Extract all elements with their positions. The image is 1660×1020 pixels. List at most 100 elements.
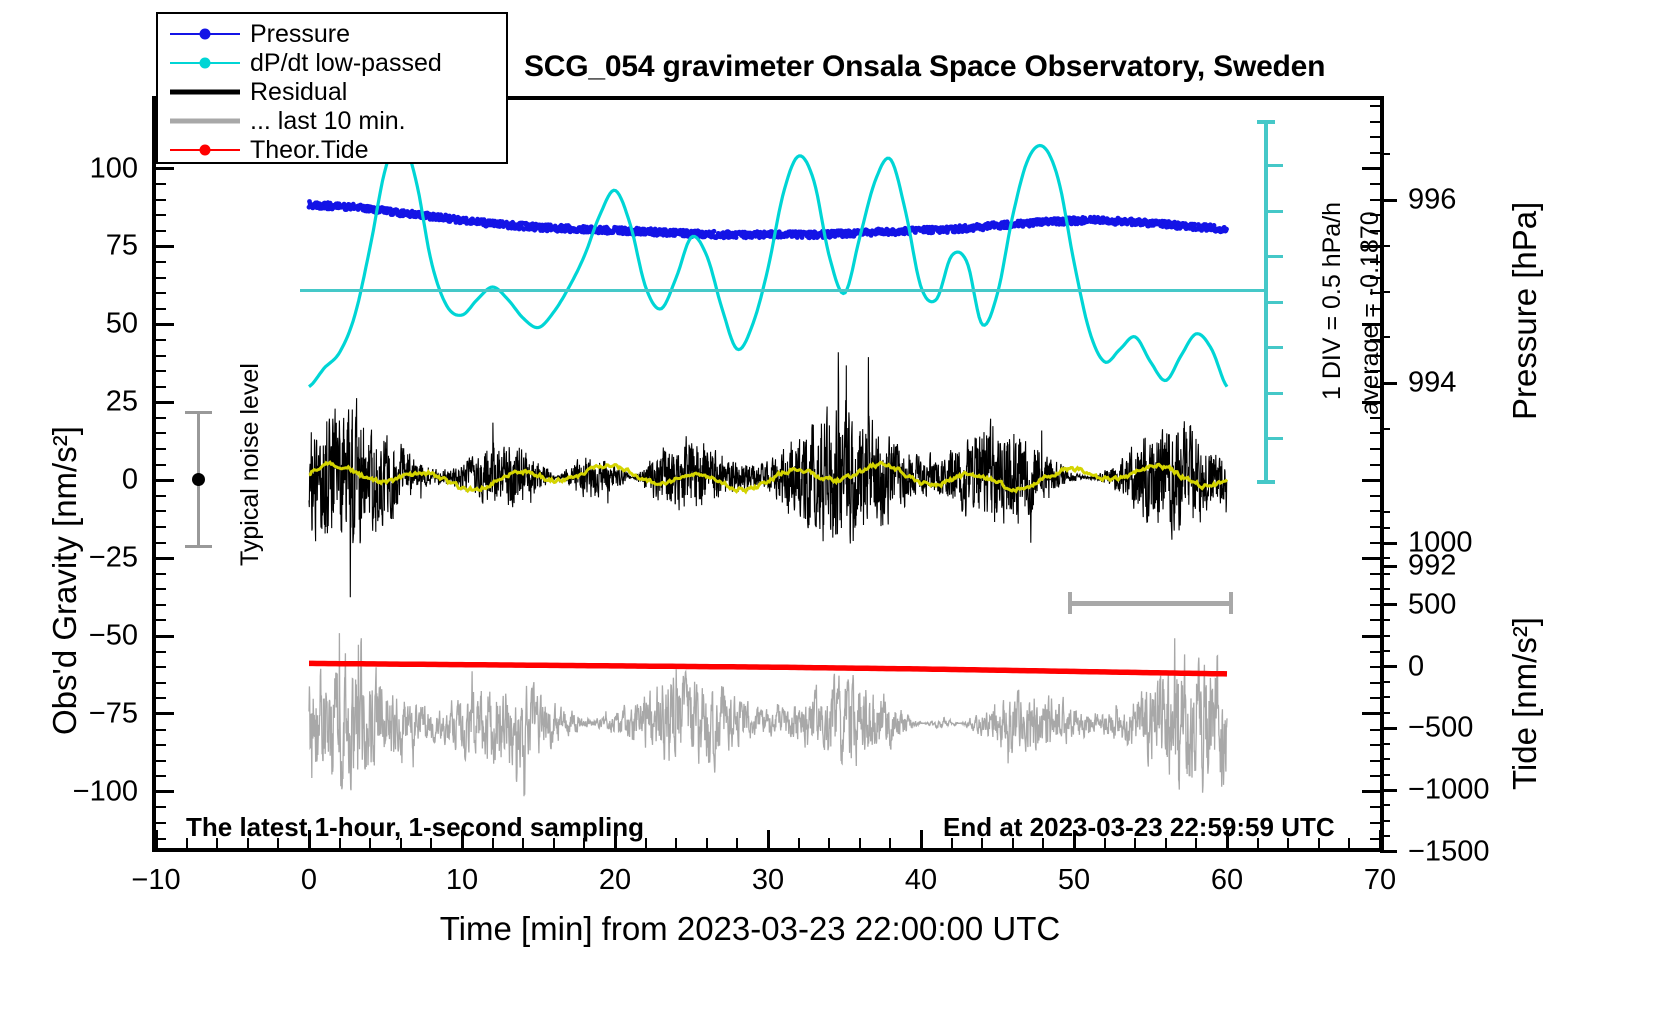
x-tick-minor: [797, 838, 800, 848]
y-tick-right-minor: [1370, 806, 1380, 809]
x-tick-major: [613, 830, 617, 848]
y-axis-left-tick-label: −75: [88, 697, 138, 730]
x-axis-tick-label: 50: [1057, 864, 1091, 896]
y-tick-minor: [156, 261, 166, 264]
y-tick-right-minor: [1370, 619, 1380, 622]
y-tick-right-minor: [1370, 759, 1380, 762]
legend-item[interactable]: Theor.Tide: [166, 136, 498, 164]
pressure-tick-minor: [1380, 153, 1390, 156]
ten-minute-scale-bar: [1068, 601, 1233, 606]
x-axis-title: Time [min] from 2023-03-23 22:00:00 UTC: [439, 910, 1061, 947]
pressure-tick-minor: [1380, 244, 1390, 247]
tide-tick-minor: [1380, 650, 1390, 653]
y-tick-right-minor: [1370, 136, 1380, 139]
y-tick-right-minor: [1370, 120, 1380, 123]
legend-item[interactable]: ... last 10 min.: [166, 107, 498, 135]
footer-right-text: End at 2023-03-23 22:59:59 UTC: [943, 812, 1335, 842]
x-tick-minor: [1287, 838, 1290, 848]
y-tick-right-minor: [1370, 494, 1380, 497]
x-axis-tick-label: 70: [1363, 864, 1397, 896]
x-tick-minor: [216, 838, 219, 848]
y-axis-left-tick-label: 0: [121, 463, 138, 496]
series-last-10-min: [308, 633, 1228, 797]
y-axis-left-tick-label: 50: [105, 307, 138, 340]
y-tick-right-major: [1362, 244, 1380, 248]
x-tick-major: [766, 830, 770, 848]
y-tick-minor: [156, 494, 166, 497]
tide-tick-minor: [1380, 634, 1390, 637]
y-tick-minor: [156, 229, 166, 232]
legend-item[interactable]: dP/dt low-passed: [166, 49, 498, 77]
legend-swatch-residual: [166, 78, 244, 106]
y-tick-right-major: [1362, 400, 1380, 404]
x-axis-tick-label: 40: [904, 864, 938, 896]
y-axis-left-tick-label: −25: [88, 541, 138, 574]
y-axis-pressure-title: Pressure [hPa]: [1506, 201, 1543, 420]
y-tick-right-minor: [1370, 837, 1380, 840]
x-tick-major: [1378, 830, 1382, 848]
dpdt-scale-axis: [1264, 120, 1268, 484]
y-tick-minor: [156, 354, 166, 357]
legend-dot: [199, 144, 211, 156]
y-tick-minor: [156, 385, 166, 388]
x-tick-minor: [736, 838, 739, 848]
legend-swatch-pressure: [166, 20, 244, 48]
tide-tick-label: −1500: [1408, 835, 1490, 868]
legend-label: ... last 10 min.: [250, 106, 406, 135]
footer-left-text: The latest 1-hour, 1-second sampling: [186, 812, 644, 842]
series-dpdt-lowpassed: [308, 135, 1229, 388]
y-tick-right-minor: [1370, 697, 1380, 700]
y-tick-minor: [156, 416, 166, 419]
x-tick-minor: [185, 838, 188, 848]
legend-swatch-last10: [166, 107, 244, 135]
x-tick-minor: [399, 838, 402, 848]
x-tick-minor: [430, 838, 433, 848]
page-title: SCG_054 gravimeter Onsala Space Observat…: [524, 50, 1326, 83]
y-tick-minor: [156, 572, 166, 575]
y-axis-left-tick-label: −100: [72, 775, 138, 808]
y-tick-major: [156, 790, 174, 794]
y-tick-right-major: [1362, 790, 1380, 794]
noise-level-label: Typical noise level: [236, 363, 264, 566]
y-tick-minor: [156, 338, 166, 341]
y-tick-minor: [156, 681, 166, 684]
y-tick-right-minor: [1370, 525, 1380, 528]
x-tick-major: [307, 830, 311, 848]
x-axis-tick-label: 10: [445, 864, 479, 896]
tide-tick-minor: [1380, 758, 1390, 761]
legend-swatch-dpdt: [166, 49, 244, 77]
x-tick-minor: [338, 838, 341, 848]
x-tick-minor: [644, 838, 647, 848]
x-tick-minor: [277, 838, 280, 848]
y-tick-right-minor: [1370, 276, 1380, 279]
div-scale-tick: [1268, 255, 1283, 258]
legend-item[interactable]: Residual: [166, 78, 498, 106]
tide-tick-minor: [1380, 711, 1390, 714]
y-tick-right-minor: [1370, 261, 1380, 264]
tide-tick-minor: [1380, 742, 1390, 745]
y-tick-minor: [156, 759, 166, 762]
div-scale-tick: [1268, 437, 1283, 440]
y-tick-minor: [156, 837, 166, 840]
legend-line: [170, 89, 240, 95]
x-tick-minor: [1103, 838, 1106, 848]
y-tick-minor: [156, 214, 166, 217]
legend: Pressure dP/dt low-passed Residual ... l…: [156, 12, 508, 164]
legend-item[interactable]: Pressure: [166, 20, 498, 48]
x-tick-minor: [552, 838, 555, 848]
y-axis-left-tick-label: 25: [105, 385, 138, 418]
pressure-tick: [1380, 198, 1397, 202]
y-tick-major: [156, 634, 174, 638]
legend-label: Pressure: [250, 19, 351, 48]
y-tick-right-minor: [1370, 666, 1380, 669]
tide-tick-minor: [1380, 572, 1390, 575]
x-tick-minor: [858, 838, 861, 848]
y-tick-right-minor: [1370, 183, 1380, 186]
y-tick-major: [156, 556, 174, 560]
y-tick-right-minor: [1370, 214, 1380, 217]
x-tick-minor: [491, 838, 494, 848]
pressure-tick-minor: [1380, 336, 1390, 339]
tide-tick-minor: [1380, 680, 1390, 683]
y-tick-right-minor: [1370, 105, 1380, 108]
legend-dot: [199, 57, 211, 69]
